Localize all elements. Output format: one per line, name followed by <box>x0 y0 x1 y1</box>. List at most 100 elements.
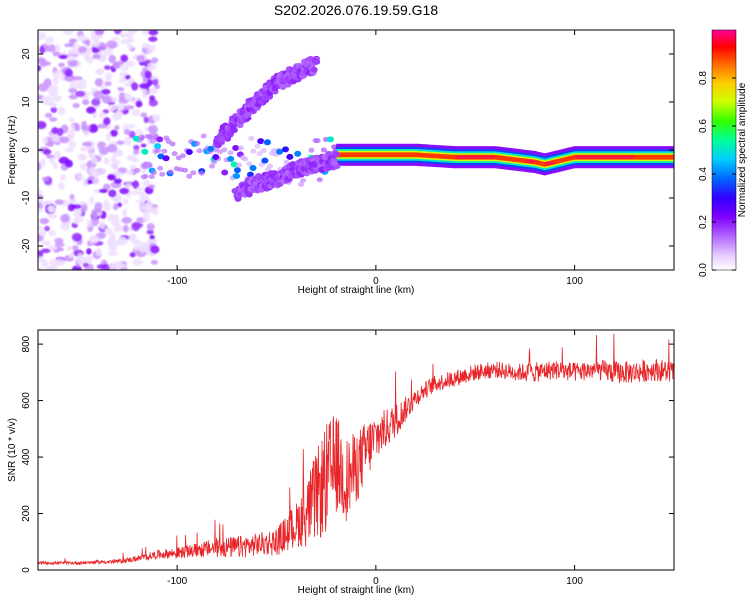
spectrogram-blob <box>113 178 122 184</box>
spectrogram-blob <box>44 112 53 118</box>
spectrogram-blob <box>221 147 228 153</box>
spectrogram-blob <box>232 145 240 152</box>
spectrogram-blob <box>59 174 66 181</box>
spectrogram-blob <box>150 245 160 254</box>
y-tick-label: 10 <box>21 96 32 108</box>
spectrogram-blob <box>107 213 115 222</box>
spectrogram-blob <box>66 55 76 62</box>
spectrogram-blob <box>310 66 318 73</box>
spectrogram-blob <box>111 197 123 203</box>
spectrogram-feature <box>231 149 341 202</box>
spectrogram-blob <box>152 114 161 122</box>
spectrogram-feature <box>132 133 674 187</box>
spectrogram-blob <box>79 147 87 152</box>
spectrogram-blob <box>149 234 155 240</box>
spectrogram-blob <box>140 112 148 118</box>
spectrogram-blob <box>70 124 77 132</box>
y-tick-label: 800 <box>21 335 32 352</box>
spectrogram-blob <box>93 208 102 214</box>
colorbar-tick-label: 0.4 <box>698 167 709 181</box>
spectrogram-blob <box>256 151 263 157</box>
spectrogram-blob <box>54 199 64 205</box>
spectrogram-blob <box>131 158 140 163</box>
x-tick-label: -100 <box>167 276 187 287</box>
spectrogram-blob <box>38 57 45 64</box>
spectrogram-blob <box>120 64 129 72</box>
spectrogram-blob <box>254 143 261 149</box>
colorbar-tick-label: 0.2 <box>698 215 709 229</box>
spectrogram-blob <box>58 54 70 60</box>
colorbar: 0.0 0.2 0.4 0.6 0.8 Normalized spectral ampl… <box>698 29 748 277</box>
spectrogram-blob <box>88 166 99 176</box>
spectrogram-blob <box>129 164 137 170</box>
spectrogram-blob <box>53 150 62 160</box>
spectrogram-blob <box>112 214 120 222</box>
spectrogram-blob <box>144 70 152 79</box>
spectrogram-blob <box>154 84 160 90</box>
spectrogram-blob <box>117 87 125 92</box>
spectrogram-blob <box>45 266 56 270</box>
spectrogram-blob <box>103 183 111 191</box>
figure-title: S202.2026.076.19.59.G18 <box>274 2 438 18</box>
spectrogram-blob <box>126 169 134 176</box>
spectrogram-blob <box>162 155 170 162</box>
spectrogram-blob <box>326 136 334 143</box>
spectrogram-blob <box>94 202 103 212</box>
spectrogram-blob <box>146 229 154 235</box>
spectrogram-blob <box>131 221 141 231</box>
spectrogram-blob <box>88 196 95 204</box>
spectrogram-blob <box>81 204 88 212</box>
spectrogram-blob <box>167 169 174 175</box>
spectrogram-blob <box>185 148 193 155</box>
spectrogram-y-ticks: -20 -10 0 10 20 <box>21 48 674 253</box>
spectrogram-blob <box>51 95 62 102</box>
spectrogram-blob <box>229 126 237 133</box>
spectrogram-blob <box>57 106 66 116</box>
spectrogram-blob <box>44 61 51 66</box>
spectrogram-blob <box>117 236 128 246</box>
spectrogram-blob <box>127 43 134 50</box>
spectrogram-blob <box>116 140 125 145</box>
spectrogram-blob <box>143 116 149 124</box>
spectrogram-blob <box>148 124 158 134</box>
spectrogram-blob <box>146 79 153 87</box>
spectrogram-blob <box>68 117 75 123</box>
spectrogram-blob <box>70 204 82 210</box>
spectrogram-blob <box>235 162 242 168</box>
spectrogram-blob <box>38 230 46 237</box>
spectrogram-blob <box>148 174 155 180</box>
spectrogram-blob <box>38 65 42 72</box>
spectrogram-blob <box>313 58 321 65</box>
spectrogram-blob <box>114 125 120 131</box>
spectrogram-blob <box>151 206 159 215</box>
spectrogram-blob <box>182 167 189 173</box>
spectrogram-blob <box>98 188 108 194</box>
spectrogram-blob <box>99 220 106 230</box>
spectrogram-blob <box>103 48 114 57</box>
spectrogram-blob <box>124 136 132 146</box>
spectrogram-blob <box>94 30 105 36</box>
spectrogram-blob <box>155 147 162 153</box>
spectrogram-blob <box>67 130 75 140</box>
spectrogram-blob <box>108 189 117 198</box>
spectrogram-blob <box>75 90 86 97</box>
x-tick-label: 0 <box>373 276 379 287</box>
spectrogram-blob <box>58 156 70 165</box>
spectrogram-blob <box>149 95 156 102</box>
spectrogram-blob <box>41 176 50 182</box>
spectrogram-blob <box>107 174 117 181</box>
spectrogram-blob <box>45 36 55 45</box>
spectrogram-blob <box>125 37 135 43</box>
spectrogram-blob <box>227 150 234 156</box>
spectrogram-blob <box>152 78 159 86</box>
spectrogram-blob <box>48 90 57 97</box>
spectrogram-blob <box>154 143 162 150</box>
spectrogram-blob <box>141 42 151 49</box>
spectrogram-blob <box>169 141 176 147</box>
spectrogram-blob <box>48 230 56 237</box>
spectrogram-blob <box>138 190 145 199</box>
spectrogram-blob <box>316 177 323 183</box>
spectrogram-blob <box>62 30 74 36</box>
spectrogram-blob <box>233 173 241 180</box>
